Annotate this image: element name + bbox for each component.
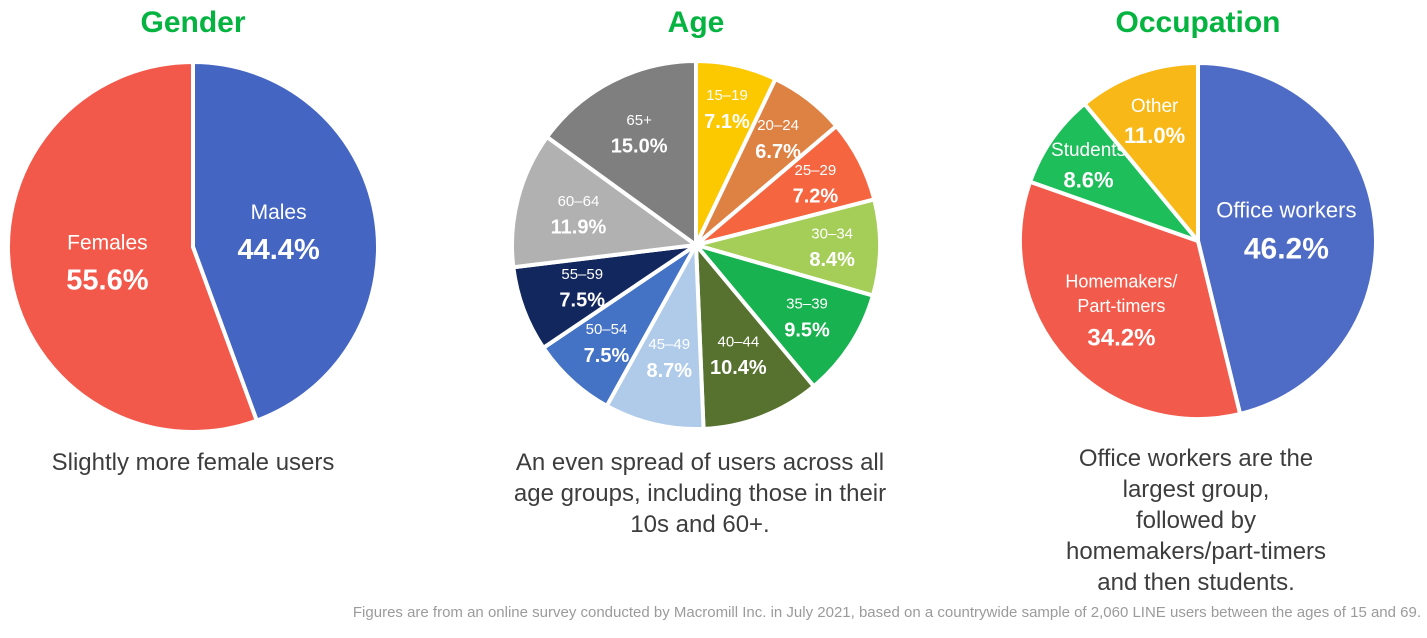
slice-percent-label: 7.5%: [559, 290, 605, 312]
slice-name-label: 65+: [626, 112, 652, 129]
pie-slice-office-workers: [1196, 61, 1378, 416]
pie-slice-40–44: [694, 243, 816, 431]
slice-percent-label: 7.2%: [793, 186, 839, 208]
slice-label-group: 40–44 10.4%: [710, 333, 767, 379]
slice-name-label: Other: [1131, 96, 1179, 117]
slice-percent-label: 11.9%: [551, 217, 607, 239]
slice-percent-label: 9.5%: [784, 319, 830, 341]
slice-name-label: 35–39: [786, 296, 828, 313]
slice-label-group: 55–59 7.5%: [559, 266, 605, 312]
slice-label-group: Students 8.6%: [1051, 140, 1126, 192]
gender-chart-title: Gender: [140, 6, 246, 39]
slice-name-label: Homemakers/: [1065, 272, 1177, 292]
pie-slice-65+: [545, 59, 698, 247]
slice-label-group: 60–64 11.9%: [551, 193, 607, 239]
caption-line: followed by: [1135, 507, 1257, 534]
pie-slice-males: [191, 60, 380, 423]
caption-line: age groups, including those in their: [513, 480, 887, 507]
occupation-chart-title: Occupation: [1115, 6, 1281, 39]
slice-name-label: 55–59: [561, 266, 603, 283]
pie-slice-other: [1082, 61, 1200, 243]
age-caption: An even spread of users across all age gr…: [500, 447, 900, 540]
slice-label-group: 30–34 8.4%: [809, 225, 855, 271]
slice-name-label: 60–64: [558, 193, 600, 210]
occupation-pie-chart: Office workers 46.2% Homemakers/Part-timer…: [1018, 61, 1378, 421]
slice-percent-label: 15.0%: [611, 136, 668, 158]
slice-name-label: Males: [251, 201, 307, 224]
slice-name-label: 50–54: [586, 321, 628, 338]
caption-line: Slightly more female users: [51, 449, 335, 476]
slice-label-group: 20–24 6.7%: [755, 117, 801, 163]
pie-slice-35–39: [694, 243, 875, 389]
slice-percent-label: 11.0%: [1124, 123, 1185, 148]
slice-label-group: 15–19 7.1%: [704, 87, 750, 133]
slice-name-label: 15–19: [706, 87, 748, 104]
slice-percent-label: 34.2%: [1087, 324, 1155, 351]
pie-slice-homemakers-part-timers: [1018, 179, 1243, 421]
source-footnote: Figures are from an online survey conduc…: [352, 604, 1421, 621]
slice-name-label: 45–49: [648, 336, 690, 353]
slice-label-group: 65+ 15.0%: [611, 112, 668, 158]
slice-label-group: Office workers 46.2%: [1216, 197, 1356, 266]
age-chart-title: Age: [667, 6, 725, 39]
slice-percent-label: 55.6%: [66, 264, 148, 296]
slice-percent-label: 7.5%: [584, 345, 630, 367]
caption-line: Office workers are the: [1078, 445, 1314, 472]
slice-percent-label: 44.4%: [237, 234, 319, 266]
slice-name-label: 30–34: [811, 225, 853, 242]
slice-name-label: Females: [67, 231, 148, 254]
slice-percent-label: 10.4%: [710, 357, 767, 379]
slice-name-label: 40–44: [717, 333, 759, 350]
pie-slice-females: [6, 60, 259, 434]
slice-label-group: Other 11.0%: [1124, 96, 1185, 148]
gender-caption: Slightly more female users: [3, 447, 383, 478]
age-pie-chart: 15–19 7.1% 20–24 6.7%25–29 7.2% 30–34 8.4% 35–3…: [510, 59, 882, 431]
caption-line: 10s and 60+.: [630, 511, 770, 538]
slice-percent-label: 6.7%: [755, 141, 801, 163]
slice-label-group: 35–39 9.5%: [784, 296, 830, 342]
slice-percent-label: 8.4%: [809, 249, 855, 271]
caption-line: homemakers/part-timers: [1065, 538, 1327, 565]
slice-name-label: 20–24: [757, 117, 799, 134]
pie-slice-60–64: [510, 134, 698, 270]
occupation-caption: Office workers are the largest group, foll…: [1026, 443, 1366, 598]
slice-label-group: Females 55.6%: [66, 231, 148, 296]
gender-pie-chart: Males 44.4% Females 55.6%: [6, 60, 380, 434]
slice-percent-label: 8.7%: [646, 360, 692, 382]
slice-name-label: 25–29: [795, 162, 837, 179]
slice-label-group: 45–49 8.7%: [646, 336, 692, 382]
caption-line: largest group,: [1122, 476, 1270, 503]
slice-label-group: Homemakers/Part-timers 34.2%: [1065, 272, 1177, 352]
slice-name-label: Office workers: [1216, 197, 1356, 222]
caption-line: An even spread of users across all: [515, 449, 885, 476]
slice-percent-label: 46.2%: [1244, 233, 1329, 266]
slice-percent-label: 8.6%: [1063, 167, 1113, 192]
slice-label-group: 50–54 7.5%: [584, 321, 630, 367]
slice-label-group: Males 44.4%: [237, 201, 319, 266]
slice-percent-label: 7.1%: [704, 111, 750, 133]
caption-line: and then students.: [1097, 569, 1295, 596]
slice-name-label: Part-timers: [1077, 296, 1165, 316]
slice-name-label: Students: [1051, 140, 1126, 161]
slice-label-group: 25–29 7.2%: [793, 162, 839, 208]
